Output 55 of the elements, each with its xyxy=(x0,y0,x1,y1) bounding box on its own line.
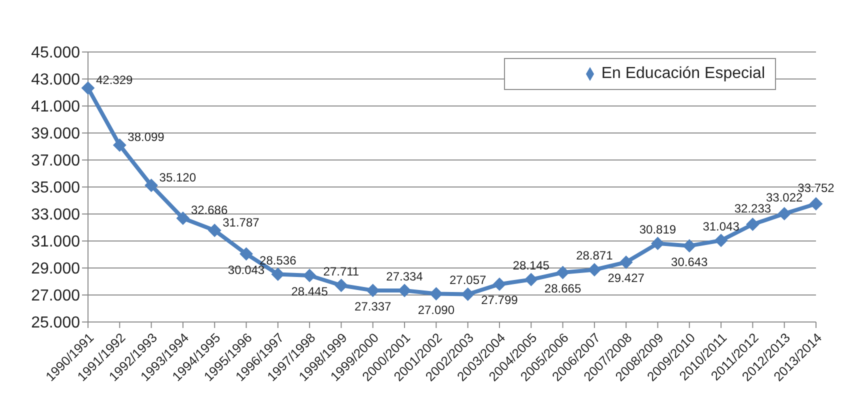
point xyxy=(746,218,760,231)
data-label: 27.711 xyxy=(323,264,360,278)
point xyxy=(682,239,696,252)
data-label: 27.799 xyxy=(481,293,518,308)
y-tick-label: 45.000 xyxy=(31,44,80,62)
y-tick-label: 27.000 xyxy=(31,288,80,305)
point xyxy=(303,268,316,282)
data-label: 27.334 xyxy=(386,269,424,284)
data-label: 35.120 xyxy=(159,170,196,184)
point xyxy=(778,207,791,220)
data-label: 30.643 xyxy=(671,254,708,269)
point xyxy=(714,234,728,247)
point xyxy=(366,284,380,297)
point xyxy=(144,178,158,192)
y-tick-label: 37.000 xyxy=(31,152,80,170)
y-tick-label: 31.000 xyxy=(31,234,80,251)
point xyxy=(651,236,664,250)
point xyxy=(620,256,633,269)
y-tick-label: 35.000 xyxy=(31,180,80,197)
legend-label: En Educación Especial xyxy=(601,65,765,82)
point xyxy=(556,266,570,280)
point xyxy=(208,224,222,237)
data-label: 27.337 xyxy=(354,299,392,314)
data-label: 27.057 xyxy=(449,273,487,288)
data-label: 31.043 xyxy=(702,219,740,234)
point xyxy=(82,82,94,95)
point xyxy=(176,212,190,225)
data-label: 28.665 xyxy=(544,282,582,296)
point xyxy=(113,138,126,152)
data-label: 42.329 xyxy=(96,73,134,88)
point xyxy=(461,288,474,301)
point xyxy=(334,278,348,292)
point xyxy=(430,287,443,300)
data-label: 32.686 xyxy=(190,203,228,218)
data-label: 28.145 xyxy=(512,258,550,273)
data-label: 31.787 xyxy=(222,215,260,230)
point xyxy=(271,268,284,281)
point xyxy=(240,247,253,260)
data-label: 29.427 xyxy=(608,271,645,286)
y-tick-label: 39.000 xyxy=(31,126,80,143)
data-label: 28.445 xyxy=(291,284,328,298)
data-label: 27.090 xyxy=(418,302,455,317)
y-tick-label: 43.000 xyxy=(31,72,80,89)
point xyxy=(810,197,822,210)
point xyxy=(492,278,506,291)
data-label: 30.819 xyxy=(639,222,676,236)
data-label: 38.099 xyxy=(128,130,165,144)
point xyxy=(588,263,601,276)
y-tick-label: 29.000 xyxy=(31,260,80,278)
data-label: 28.871 xyxy=(576,248,614,263)
y-tick-label: 33.000 xyxy=(31,206,80,224)
point xyxy=(398,284,412,297)
y-tick-label: 25.000 xyxy=(31,314,80,332)
point xyxy=(524,273,538,286)
y-tick-label: 41.000 xyxy=(31,98,80,116)
